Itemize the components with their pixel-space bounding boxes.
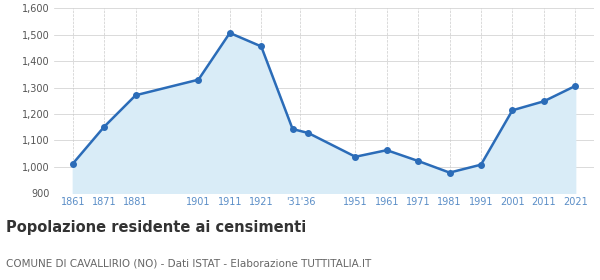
Text: COMUNE DI CAVALLIRIO (NO) - Dati ISTAT - Elaborazione TUTTITALIA.IT: COMUNE DI CAVALLIRIO (NO) - Dati ISTAT -… xyxy=(6,259,371,269)
Text: Popolazione residente ai censimenti: Popolazione residente ai censimenti xyxy=(6,220,306,235)
